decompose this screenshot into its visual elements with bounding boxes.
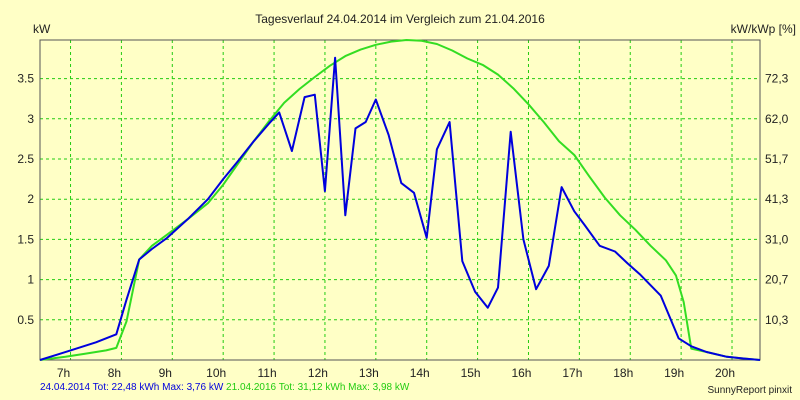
chart-title: Tagesverlauf 24.04.2014 im Vergleich zum… (255, 12, 545, 26)
x-tick-label: 11h (257, 366, 276, 380)
y-left-tick-label: 1 (27, 273, 34, 287)
x-tick-label: 9h (159, 366, 172, 380)
y-left-tick-label: 0.5 (17, 313, 34, 327)
x-tick-label: 12h (308, 366, 328, 380)
x-tick-label: 14h (410, 366, 430, 380)
x-tick-label: 10h (206, 366, 226, 380)
y-axis-right-unit: kW/kWp [%] (731, 22, 796, 36)
y-right-tick-label: 62,0 (765, 112, 789, 126)
x-tick-label: 15h (461, 366, 481, 380)
x-tick-label: 18h (613, 366, 633, 380)
y-right-tick-label: 20,7 (765, 273, 789, 287)
source-label: SunnyReport pinxit (707, 385, 793, 396)
y-left-tick-label: 3 (27, 112, 34, 126)
series-line-2 (39, 39, 761, 361)
x-tick-label: 19h (664, 366, 684, 380)
x-tick-label: 13h (359, 366, 379, 380)
y-left-tick-label: 2 (27, 192, 34, 206)
y-left-tick-label: 3.5 (17, 72, 34, 86)
series-line-1 (39, 56, 761, 361)
legend-series-2016: 21.04.2016 Tot: 31,12 kWh Max: 3,98 kW (226, 382, 410, 393)
x-tick-label: 20h (715, 366, 735, 380)
x-tick-label: 7h (57, 366, 70, 380)
y-left-tick-label: 2.5 (17, 152, 34, 166)
plot-area (40, 40, 760, 360)
legend-series-2014: 24.04.2014 Tot: 22,48 kWh Max: 3,76 kW (40, 382, 224, 393)
y-right-tick-label: 31,0 (765, 232, 789, 246)
y-left-tick-label: 1.5 (17, 232, 34, 246)
x-tick-label: 8h (108, 366, 121, 380)
y-right-tick-label: 51,7 (765, 152, 789, 166)
y-axis-left-unit: kW (33, 22, 51, 36)
gridlines (40, 40, 760, 360)
y-right-tick-label: 41,3 (765, 192, 789, 206)
chart-footer-legend: 24.04.2014 Tot: 22,48 kWh Max: 3,76 kW 2… (40, 382, 409, 393)
series-lines (39, 39, 761, 361)
y-right-tick-label: 72,3 (765, 72, 789, 86)
x-tick-label: 16h (511, 366, 531, 380)
axis-ticks: 7h 8h 9h 10h 11h 12h 13h 14h 15h 16h 17h 18h 19h 20h 0… (17, 72, 788, 380)
x-tick-label: 17h (562, 366, 582, 380)
y-right-tick-label: 10,3 (765, 313, 789, 327)
